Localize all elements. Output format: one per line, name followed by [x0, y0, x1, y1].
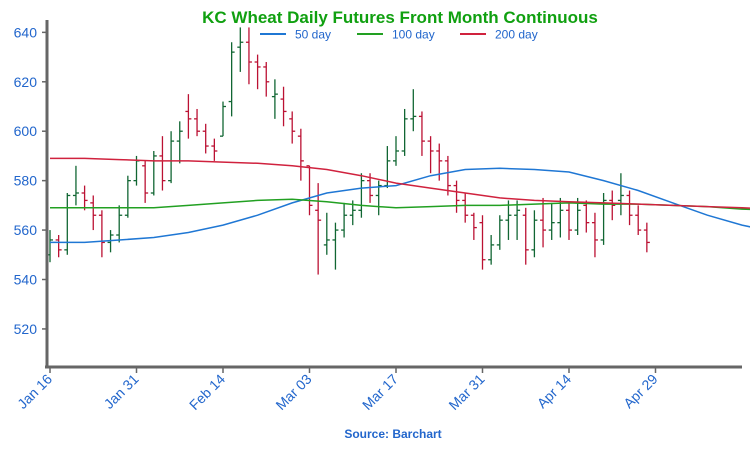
x-tick-label: Mar 31	[445, 371, 487, 413]
ma-line-100-day	[50, 198, 750, 211]
ohlc-bar	[531, 210, 538, 258]
ohlc-bar	[263, 62, 270, 97]
ohlc-bar	[150, 150, 157, 196]
x-tick-label: Mar 03	[272, 371, 314, 413]
ma-line-200-day	[50, 157, 750, 209]
ohlc-bar	[591, 212, 598, 258]
price-bars	[47, 27, 650, 275]
ohlc-bar	[358, 173, 365, 218]
y-tick-label: 540	[14, 272, 38, 288]
ohlc-bar	[55, 235, 62, 258]
legend: 50 day 100 day 200 day	[260, 28, 538, 42]
x-tick-label: Mar 17	[359, 371, 401, 413]
ohlc-bar	[332, 222, 339, 270]
x-tick-label: Feb 14	[186, 371, 228, 413]
ohlc-bar	[600, 193, 607, 245]
ohlc-bar	[228, 42, 235, 117]
ohlc-bar	[159, 136, 166, 191]
ohlc-bar	[142, 160, 149, 203]
ohlc-bar	[289, 111, 296, 144]
ohlc-bar	[626, 190, 633, 226]
ohlc-bar	[583, 200, 590, 233]
ohlc-bar	[574, 197, 581, 236]
legend-label: 50 day	[295, 28, 331, 42]
ohlc-bar	[410, 89, 417, 132]
ohlc-bar	[90, 195, 97, 231]
moving-averages	[50, 157, 750, 244]
legend-item: 50 day	[260, 28, 331, 42]
x-tick-label: Jan 31	[101, 371, 142, 412]
ohlc-bar	[557, 197, 564, 238]
y-tick-label: 580	[14, 173, 38, 189]
ohlc-bar	[548, 202, 555, 240]
ohlc-bar	[470, 212, 477, 240]
axes: 520 540 560 580 600 620 640 Jan 16 Jan 31 Feb 14 M…	[14, 20, 742, 413]
legend-item: 100 day	[357, 28, 435, 42]
chart-title: KC Wheat Daily Futures Front Month Conti…	[202, 8, 598, 27]
ohlc-bar	[81, 185, 88, 211]
ohlc-bar	[98, 210, 105, 258]
ohlc-bar	[401, 108, 408, 156]
y-tick-label: 600	[14, 123, 38, 139]
ohlc-bar	[488, 235, 495, 265]
ohlc-bar	[297, 128, 304, 181]
ohlc-bar	[418, 111, 425, 156]
y-tick-label: 640	[14, 24, 38, 40]
ohlc-bar	[566, 202, 572, 240]
ohlc-bar	[496, 215, 503, 250]
ohlc-bar	[220, 101, 226, 137]
ohlc-bar	[280, 86, 287, 127]
ohlc-bar	[635, 205, 642, 236]
ohlc-bar	[522, 207, 529, 265]
ohlc-bar	[462, 193, 469, 223]
ohlc-bar	[237, 27, 244, 72]
ohlc-bar	[643, 222, 650, 253]
ohlc-bar	[202, 123, 209, 154]
ohlc-bar	[427, 136, 434, 174]
ohlc-bar	[315, 183, 322, 275]
legend-label: 200 day	[495, 28, 538, 42]
ohlc-bar	[444, 155, 451, 196]
ohlc-bar	[64, 193, 71, 255]
ohlc-bar	[271, 79, 278, 119]
legend-item: 200 day	[460, 28, 538, 42]
y-tick-label: 560	[14, 222, 38, 238]
ohlc-bar	[609, 190, 616, 221]
ohlc-bar	[194, 108, 201, 137]
ohlc-bar	[185, 94, 192, 139]
ma-line-50-day	[50, 167, 750, 244]
x-tick-label: Jan 16	[14, 371, 55, 412]
legend-label: 100 day	[392, 28, 435, 42]
ohlc-bar	[375, 180, 382, 216]
ohlc-bar	[341, 202, 348, 238]
ohlc-bar	[124, 175, 131, 218]
ohlc-bar	[306, 165, 313, 216]
ohlc-bar	[116, 205, 123, 243]
ohlc-bar	[211, 138, 218, 161]
ohlc-bar	[505, 200, 512, 240]
x-tick-label: Apr 29	[620, 371, 661, 412]
ohlc-bar	[393, 136, 399, 166]
ohlc-bar	[176, 121, 183, 164]
ohlc-bar	[254, 54, 261, 90]
ohlc-bar	[168, 131, 175, 184]
ohlc-bar	[453, 180, 460, 213]
y-tick-label: 520	[14, 321, 38, 337]
y-tick-label: 620	[14, 74, 38, 90]
ohlc-bar	[323, 212, 330, 255]
source-label: Source: Barchart	[344, 427, 441, 441]
ohlc-bar	[245, 27, 252, 85]
ohlc-bar	[617, 173, 624, 216]
ohlc-bar	[540, 197, 547, 248]
ohlc-bar	[479, 215, 486, 270]
x-tick-label: Apr 14	[534, 371, 575, 412]
ohlc-bar	[72, 165, 79, 206]
ohlc-bar	[514, 200, 521, 240]
